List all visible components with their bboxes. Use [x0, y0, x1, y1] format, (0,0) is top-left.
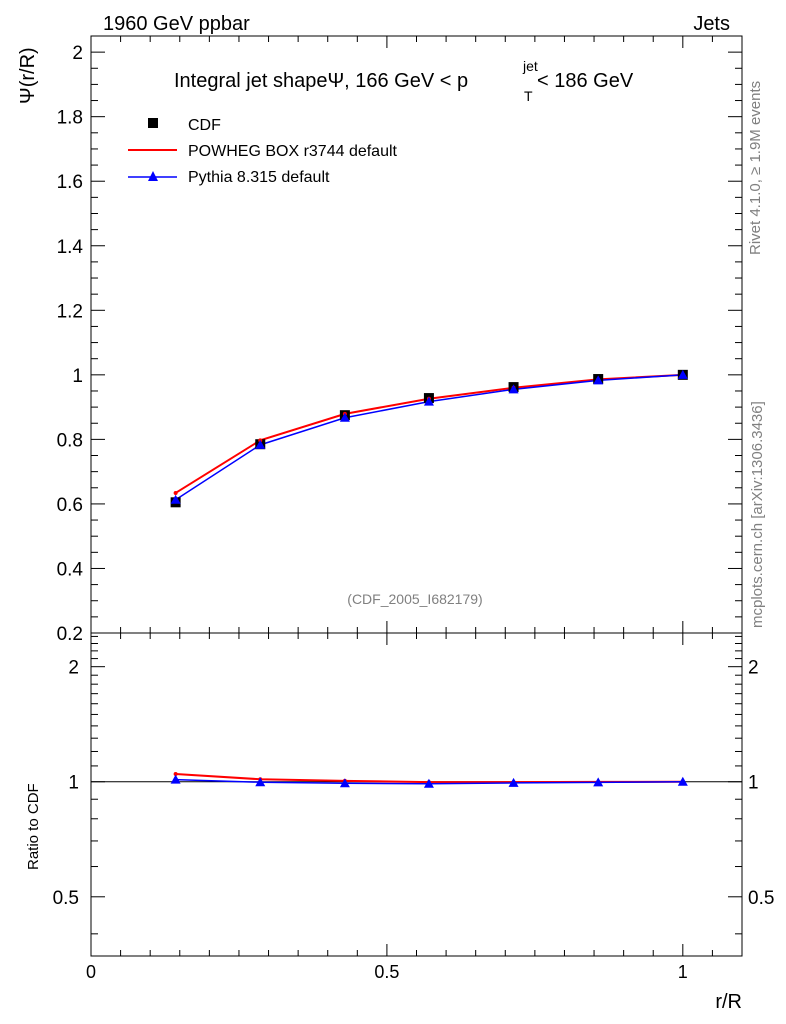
pythia-ratio-point	[423, 778, 434, 788]
x-tick-label: 1	[678, 962, 688, 982]
legend-item-cdf: CDF	[148, 117, 221, 134]
y-tick-label: 1.8	[57, 108, 83, 129]
ratio-tick-label: 1	[68, 773, 79, 794]
analysis-watermark: (CDF_2005_I682179)	[347, 591, 482, 607]
ratio-tick-label-right: 0.5	[748, 888, 774, 909]
plot-title: Integral jet shapeΨ, 166 GeV < p jet T <…	[174, 58, 634, 104]
y-axis-label: Ψ(r/R)	[17, 47, 39, 104]
axis-ticks	[90, 35, 743, 956]
y-tick-label: 1.2	[57, 301, 83, 322]
pythia-point	[339, 412, 350, 422]
axis-tick-labels: 0 0.5 1 0.2 0.4 0.6 0.8 1 1.2 1.4 1.6 1.8 2 0.5 0.5 1 1 2…	[53, 43, 775, 982]
ratio-plot-frame	[90, 632, 743, 957]
pythia-point	[593, 375, 604, 385]
rivet-label: Rivet 4.1.0, ≥ 1.9M events	[747, 81, 764, 255]
legend-label-pythia: Pythia 8.315 default	[188, 169, 330, 186]
x-tick-label: 0	[86, 962, 96, 982]
powheg-series-line	[175, 373, 683, 494]
x-axis-label: r/R	[715, 991, 742, 1013]
pythia-point	[677, 369, 688, 379]
legend-label-powheg: POWHEG BOX r3744 default	[188, 143, 398, 160]
y-tick-label: 0.4	[57, 559, 84, 580]
header-left-label: 1960 GeV ppbar	[103, 13, 250, 35]
title-end: < 186 GeV	[537, 70, 634, 92]
y-tick-label: 1.6	[57, 172, 83, 193]
y-tick-label: 1	[72, 366, 83, 387]
pythia-ratio-point	[170, 774, 181, 784]
y-tick-label: 1.4	[57, 237, 84, 258]
ratio-tick-label-right: 2	[748, 658, 759, 679]
pythia-ratio-point	[255, 777, 266, 787]
pythia-ratio-point	[508, 777, 519, 787]
pythia-point	[255, 439, 266, 449]
legend-item-powheg: POWHEG BOX r3744 default	[128, 143, 398, 160]
legend: CDF POWHEG BOX r3744 default Pythia 8.31…	[128, 117, 398, 186]
pythia-ratio-point	[593, 777, 604, 787]
y-tick-label: 0.6	[57, 495, 83, 516]
legend-marker-triangle-icon	[148, 171, 158, 181]
x-tick-label: 0.5	[374, 962, 399, 982]
legend-item-pythia: Pythia 8.315 default	[128, 169, 330, 186]
ratio-tick-label-right: 1	[748, 773, 759, 794]
title-main: Integral jet shapeΨ, 166 GeV < p	[174, 70, 468, 92]
pythia-ratio-point	[677, 776, 688, 786]
powheg-point	[173, 490, 178, 495]
pythia-point	[423, 396, 434, 406]
title-superscript: jet	[522, 58, 538, 74]
ratio-tick-label: 2	[68, 658, 79, 679]
y-tick-label: 0.8	[57, 430, 83, 451]
title-subscript: T	[524, 88, 533, 104]
header-right-label: Jets	[693, 13, 730, 35]
legend-marker-square-icon	[148, 118, 158, 128]
pythia-ratio-point	[339, 778, 350, 788]
pythia-point	[508, 384, 519, 394]
ratio-tick-label: 0.5	[53, 888, 79, 909]
powheg-ratio-point	[173, 771, 178, 776]
ratio-y-axis-label: Ratio to CDF	[25, 783, 42, 870]
y-tick-label: 0.2	[57, 624, 83, 645]
mcplots-label: mcplots.cern.ch [arXiv:1306.3436]	[749, 401, 766, 628]
data-marks	[91, 369, 742, 788]
pythia-point	[170, 494, 181, 504]
legend-label-cdf: CDF	[188, 117, 221, 134]
y-tick-label: 2	[72, 43, 83, 64]
